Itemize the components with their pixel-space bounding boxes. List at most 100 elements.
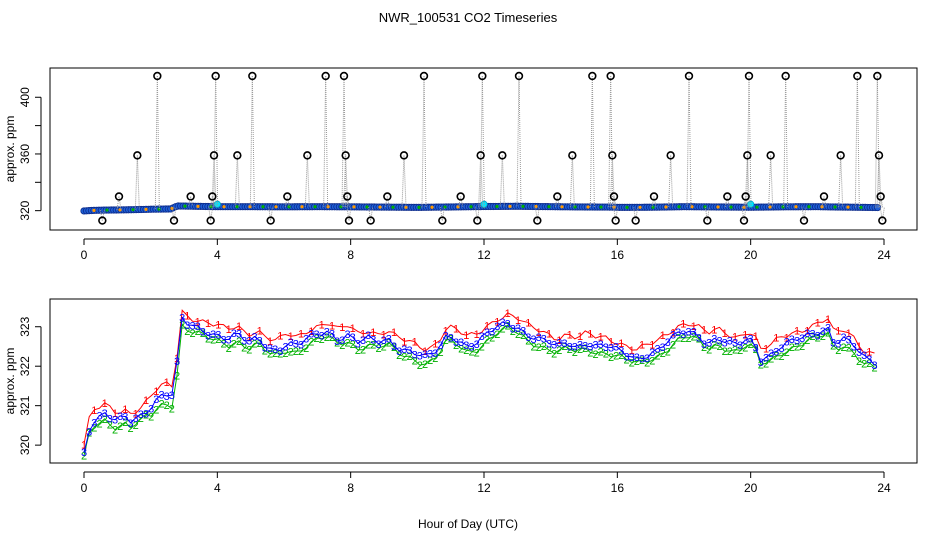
spike-under-line — [706, 206, 710, 221]
spike-under-point — [739, 216, 749, 225]
series-3-point: 3 — [799, 333, 805, 345]
series-1-point: 1 — [753, 331, 759, 343]
series-2-point: 2 — [339, 340, 345, 352]
baseline-accent — [131, 208, 135, 212]
series-2-point: 2 — [618, 350, 624, 362]
baseline-accent — [300, 205, 304, 209]
plot-frame — [49, 67, 918, 231]
baseline-accent — [326, 205, 330, 209]
series-2-point: 2 — [334, 338, 340, 350]
series-2-point: 2 — [840, 342, 846, 354]
series-3-point: 3 — [871, 360, 877, 372]
baseline-accent — [807, 205, 811, 209]
series-3-point: 3 — [499, 317, 505, 329]
spike-mid-point — [836, 151, 845, 160]
spike-under-line — [534, 206, 538, 221]
series-2-point: 2 — [313, 333, 319, 345]
series-1-point: 1 — [660, 330, 666, 342]
series-2-point: 2 — [665, 347, 671, 359]
baseline-accent — [560, 205, 564, 209]
series-1-line — [83, 309, 875, 445]
spike-high-point — [514, 71, 524, 81]
series-2-point: 2 — [148, 411, 154, 423]
baseline-accent — [495, 204, 499, 209]
baseline-accent — [625, 205, 629, 209]
series-3-point: 3 — [215, 330, 221, 342]
series-3-point: 3 — [680, 329, 686, 341]
series-3-point: 3 — [691, 327, 697, 339]
series-3-point: 3 — [112, 415, 118, 427]
spike-high-line — [783, 75, 787, 207]
spike-mid-point — [233, 151, 242, 160]
spike-under-line — [879, 207, 883, 221]
series-3-point: 3 — [716, 336, 722, 348]
spike-mid-line — [501, 155, 505, 207]
spike-under-line — [439, 207, 443, 221]
series-3-point: 3 — [153, 394, 159, 406]
series-3-point: 3 — [365, 330, 371, 342]
series-1-point: 1 — [195, 316, 201, 328]
series-2-point: 2 — [246, 345, 252, 357]
spike-low-point — [723, 192, 732, 201]
series-1-point: 1 — [422, 346, 428, 358]
series-3-point: 3 — [262, 343, 268, 355]
series-1-point: 1 — [412, 337, 418, 349]
series-2-point: 2 — [825, 327, 831, 339]
series-3-point: 3 — [608, 343, 614, 355]
x-tick-label: 0 — [81, 248, 88, 262]
spike-low-line — [209, 196, 213, 207]
spike-under-line — [615, 207, 619, 221]
series-1-point: 1 — [763, 344, 769, 356]
series-3-point: 3 — [226, 335, 232, 347]
baseline-accent — [404, 205, 408, 209]
baseline-accent — [638, 205, 642, 209]
series-3-point: 3 — [231, 328, 237, 340]
series-3-point: 3 — [339, 335, 345, 347]
series-2-point: 2 — [546, 345, 552, 357]
series-3-point: 3 — [815, 330, 821, 342]
spike-mid-line — [770, 155, 774, 208]
series-1-point: 1 — [794, 326, 800, 338]
series-2-point: 2 — [644, 357, 650, 369]
series-2-point: 2 — [391, 342, 397, 354]
series-2-point: 2 — [117, 421, 123, 433]
series-1-point: 1 — [618, 338, 624, 350]
series-1-point: 1 — [153, 386, 159, 398]
series-3-point: 3 — [567, 341, 573, 353]
series-3-point: 3 — [840, 332, 846, 344]
series-3-point: 3 — [768, 348, 774, 360]
series-2-point: 2 — [169, 404, 175, 416]
y-tick-label: 322 — [18, 356, 32, 376]
series-1-point: 1 — [474, 329, 480, 341]
series-2-point: 2 — [303, 343, 309, 355]
baseline-accent — [352, 205, 356, 209]
series-3-point: 3 — [846, 334, 852, 346]
series-3-point: 3 — [468, 342, 474, 354]
series-2-point: 2 — [520, 330, 526, 342]
x-tick-label: 4 — [214, 481, 221, 495]
series-2-point: 2 — [732, 345, 738, 357]
series-1-point: 1 — [432, 338, 438, 350]
series-3-point: 3 — [313, 329, 319, 341]
series-3-point: 3 — [148, 404, 154, 416]
series-3-point: 3 — [432, 348, 438, 360]
series-1-point: 1 — [401, 336, 407, 348]
series-3-point: 3 — [577, 340, 583, 352]
series-3-point: 3 — [174, 356, 180, 368]
spike-low-line — [344, 196, 348, 207]
series-2-point: 2 — [561, 341, 567, 353]
baseline-accent — [222, 205, 226, 209]
series-3-point: 3 — [556, 337, 562, 349]
y-tick-label: 320 — [18, 200, 32, 220]
series-2-point: 2 — [804, 335, 810, 347]
series-2-point: 2 — [432, 353, 438, 365]
series-2-line — [83, 322, 875, 456]
series-2-point: 2 — [319, 334, 325, 346]
series-3-point: 3 — [587, 342, 593, 354]
series-2-point: 2 — [205, 333, 211, 345]
series-2-point: 2 — [510, 326, 516, 338]
baseline-accent — [391, 205, 395, 209]
series-3-point: 3 — [861, 350, 867, 362]
series-2-point: 2 — [153, 405, 159, 417]
